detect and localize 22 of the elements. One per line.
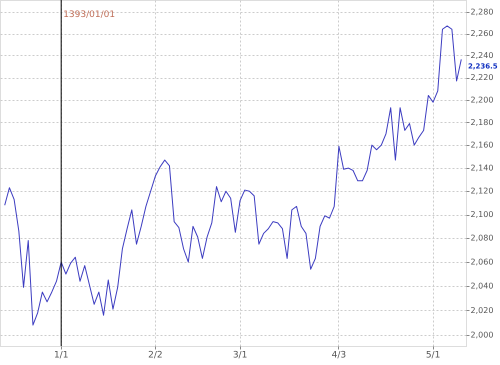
x-tick-label: 4/3 [332,350,346,360]
y-tick-label: 2,240 [470,51,494,60]
y-tick-label: 2,000 [470,330,494,340]
y-tick-label: 2,220 [470,73,494,82]
x-tick-label: 1/1 [54,350,68,360]
ref-line-label: 1393/01/01 [63,10,116,20]
y-tick-label: 2,080 [470,234,494,243]
x-tick-label: 5/1 [426,350,440,360]
y-tick-label: 2,020 [470,306,494,315]
y-tick-label: 2,180 [470,118,494,127]
y-tick-label: 2,040 [470,282,494,291]
x-tick-label: 3/1 [232,350,248,360]
line-series [4,25,462,326]
x-tick-label: 2/2 [148,350,163,360]
y-tick-label: 2,260 [470,29,494,38]
y-tick-label: 2,200 [470,95,494,104]
y-tick-label: 2,060 [470,258,494,267]
y-tick-label: 2,100 [470,210,494,220]
y-tick-label: 2,160 [470,140,494,150]
y-tick-label: 2,280 [470,7,494,16]
y-tick-label: 2,120 [470,186,494,196]
y-tick-label: 2,140 [470,164,494,173]
